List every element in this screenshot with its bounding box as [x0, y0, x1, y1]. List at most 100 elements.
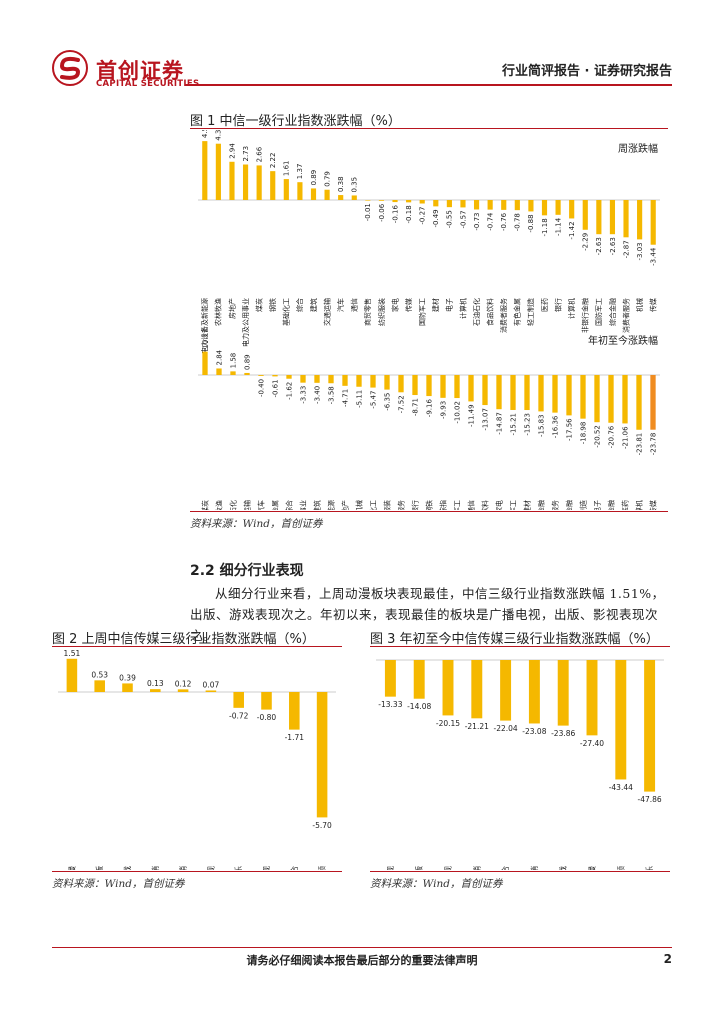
- bar: [596, 200, 602, 235]
- data-label: -15.23: [523, 413, 531, 436]
- category-label: 银行: [553, 298, 562, 312]
- bar: [412, 375, 418, 396]
- category-label: 国防军工: [452, 500, 461, 510]
- category-label: 钢铁: [424, 500, 433, 510]
- data-label: -13.07: [481, 408, 489, 431]
- bar: [496, 375, 502, 410]
- data-label: -0.61: [271, 379, 279, 397]
- data-label: -0.72: [229, 711, 249, 720]
- category-label: 信息搜索与聚合: [500, 866, 510, 870]
- figure2-chart: 1.51 动漫 0.53 出版 0.39 游戏 0.13 互联网广告营销 0.12 其他广告营销 0…: [58, 649, 336, 870]
- data-label: 0.53: [91, 670, 108, 679]
- category-label: 传媒: [648, 500, 657, 510]
- bar: [528, 660, 540, 724]
- bar: [270, 171, 276, 200]
- bar: [552, 375, 558, 413]
- data-label: 4.53: [201, 130, 209, 138]
- bar: [406, 200, 412, 203]
- data-label: 2.66: [255, 146, 263, 162]
- data-label: -47.86: [638, 795, 662, 804]
- data-label: 2.73: [242, 146, 250, 162]
- bar: [555, 200, 561, 215]
- bar: [300, 375, 306, 383]
- data-label: -2.87: [622, 240, 630, 258]
- logo-english-text: CAPITAL SECURITIES: [96, 79, 200, 89]
- category-label: 电子: [445, 298, 454, 312]
- bar: [342, 375, 348, 386]
- bar: [442, 660, 454, 716]
- category-label: 农林牧渔: [214, 500, 223, 510]
- category-label: 影视: [205, 866, 215, 870]
- category-label: 国防军工: [418, 298, 427, 326]
- category-label: 广播电视: [385, 866, 395, 870]
- data-label: -1.14: [554, 217, 562, 236]
- data-label: -43.44: [609, 783, 633, 792]
- category-label: 综合金融: [536, 500, 545, 510]
- data-label: -0.27: [419, 207, 427, 225]
- bar: [283, 179, 289, 200]
- category-label: 电子: [592, 500, 601, 510]
- category-label: 电力及公用事业: [241, 298, 250, 347]
- data-label: -20.52: [593, 425, 601, 448]
- bar: [356, 375, 362, 387]
- category-label: 传媒: [649, 298, 658, 312]
- bar: [636, 375, 642, 430]
- data-label: -2.29: [582, 233, 590, 251]
- bar: [150, 689, 161, 692]
- category-label: 轻工制造: [578, 500, 587, 510]
- bar: [370, 375, 376, 388]
- data-label: -0.88: [527, 214, 535, 232]
- data-label: -8.71: [411, 398, 419, 416]
- data-label: -23.78: [649, 433, 657, 456]
- category-label: 纺织服装: [382, 500, 391, 510]
- bar: [501, 200, 507, 210]
- category-label: 石油石化: [228, 500, 237, 510]
- figure2-rule: [52, 646, 342, 647]
- section-heading: 2.2 细分行业表现: [190, 563, 304, 579]
- bar: [351, 195, 357, 200]
- bar: [384, 375, 390, 390]
- bar: [615, 660, 627, 780]
- category-label: 其他文化娱乐: [644, 866, 654, 870]
- bar: [644, 660, 656, 792]
- data-label: -20.76: [607, 425, 615, 448]
- category-label: 轻工制造: [526, 298, 535, 326]
- data-label: -0.74: [486, 212, 494, 231]
- category-label: 游戏: [122, 866, 132, 870]
- category-label: 动漫: [587, 866, 597, 870]
- category-label: 石油石化: [472, 298, 481, 326]
- bar: [256, 165, 262, 200]
- category-label: 信息搜索与聚合: [289, 866, 299, 870]
- bar: [233, 692, 244, 708]
- category-label: 消费者服务: [550, 500, 559, 510]
- category-label: 其他广告营销: [529, 866, 539, 870]
- bar: [324, 189, 330, 200]
- data-label: 0.07: [203, 680, 220, 689]
- bar: [378, 200, 385, 201]
- category-label: 消费者服务: [499, 298, 508, 333]
- figure3-source: 资料来源：Wind，首创证券: [370, 878, 503, 890]
- category-label: 银行: [410, 500, 419, 510]
- figure3-chart: -13.33 广播电视 -14.08 出版 -20.15 影视 -21.21 互联网广告营销 -…: [376, 659, 664, 870]
- bar: [500, 660, 512, 721]
- bar: [426, 375, 432, 397]
- figure3-title: 图 3 年初至今中信传媒三级行业指数涨跌幅（%）: [370, 632, 659, 647]
- category-label: 家电: [390, 298, 399, 312]
- bar: [650, 375, 656, 430]
- data-label: -16.36: [551, 415, 559, 438]
- category-label: 综合金融: [608, 298, 617, 326]
- bar: [205, 690, 217, 692]
- data-label: 1.58: [229, 353, 237, 369]
- category-label: 煤炭: [254, 298, 263, 312]
- figure3-bottom-rule: [370, 871, 670, 872]
- bar: [557, 660, 569, 726]
- category-label: 互联网影视音频: [615, 866, 625, 870]
- data-label: 0.12: [175, 679, 192, 688]
- category-label: 食品饮料: [485, 298, 494, 326]
- category-label: 电力设备及新能源: [326, 500, 335, 510]
- data-label: -21.21: [465, 722, 489, 731]
- section-body: 从细分行业来看，上周动漫板块表现最佳，中信三级行业指数涨跌幅 1.51%，出版、…: [190, 586, 665, 643]
- figure2-bottom-rule: [52, 871, 342, 872]
- category-label: 交通运输: [242, 500, 251, 510]
- category-label: 电力设备及新能源: [200, 298, 209, 354]
